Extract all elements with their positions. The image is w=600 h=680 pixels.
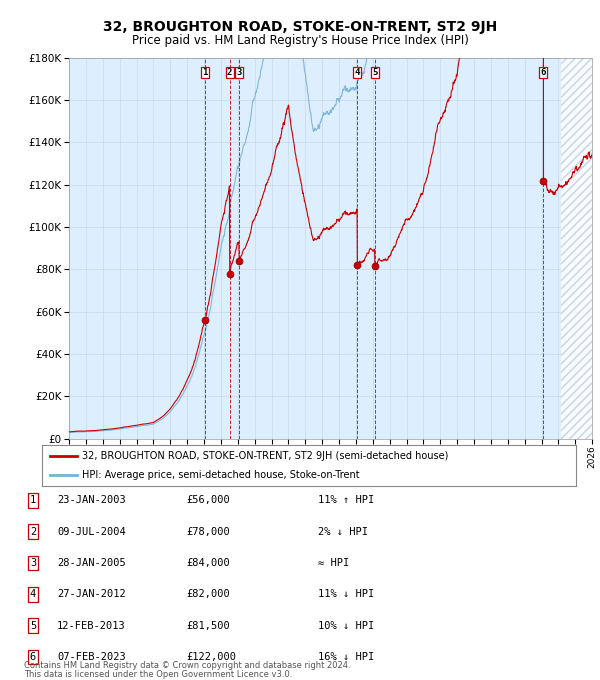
Text: 3: 3 <box>30 558 36 568</box>
Text: 07-FEB-2023: 07-FEB-2023 <box>57 652 126 662</box>
Text: Price paid vs. HM Land Registry's House Price Index (HPI): Price paid vs. HM Land Registry's House … <box>131 34 469 47</box>
Bar <box>562 58 600 439</box>
Text: 27-JAN-2012: 27-JAN-2012 <box>57 590 126 599</box>
Text: ≈ HPI: ≈ HPI <box>318 558 349 568</box>
Text: 4: 4 <box>30 590 36 599</box>
Text: 3: 3 <box>236 68 242 77</box>
Text: 32, BROUGHTON ROAD, STOKE-ON-TRENT, ST2 9JH: 32, BROUGHTON ROAD, STOKE-ON-TRENT, ST2 … <box>103 20 497 35</box>
Text: This data is licensed under the Open Government Licence v3.0.: This data is licensed under the Open Gov… <box>24 670 292 679</box>
Text: £84,000: £84,000 <box>186 558 230 568</box>
Text: £81,500: £81,500 <box>186 621 230 630</box>
Text: £82,000: £82,000 <box>186 590 230 599</box>
Bar <box>562 58 600 439</box>
Text: 2% ↓ HPI: 2% ↓ HPI <box>318 527 368 537</box>
Text: 4: 4 <box>355 68 360 77</box>
Text: £56,000: £56,000 <box>186 496 230 505</box>
Text: 5: 5 <box>30 621 36 630</box>
Text: 1: 1 <box>30 496 36 505</box>
Text: 11% ↑ HPI: 11% ↑ HPI <box>318 496 374 505</box>
Text: Contains HM Land Registry data © Crown copyright and database right 2024.: Contains HM Land Registry data © Crown c… <box>24 660 350 670</box>
Text: £122,000: £122,000 <box>186 652 236 662</box>
Text: 6: 6 <box>30 652 36 662</box>
Text: 5: 5 <box>372 68 377 77</box>
Text: 28-JAN-2005: 28-JAN-2005 <box>57 558 126 568</box>
Text: HPI: Average price, semi-detached house, Stoke-on-Trent: HPI: Average price, semi-detached house,… <box>82 470 359 480</box>
Text: 11% ↓ HPI: 11% ↓ HPI <box>318 590 374 599</box>
Text: 10% ↓ HPI: 10% ↓ HPI <box>318 621 374 630</box>
Text: 09-JUL-2004: 09-JUL-2004 <box>57 527 126 537</box>
Text: 6: 6 <box>541 68 546 77</box>
Text: 23-JAN-2003: 23-JAN-2003 <box>57 496 126 505</box>
Text: 1: 1 <box>202 68 208 77</box>
Text: 16% ↓ HPI: 16% ↓ HPI <box>318 652 374 662</box>
Text: 32, BROUGHTON ROAD, STOKE-ON-TRENT, ST2 9JH (semi-detached house): 32, BROUGHTON ROAD, STOKE-ON-TRENT, ST2 … <box>82 452 448 462</box>
Text: 2: 2 <box>227 68 232 77</box>
Text: 2: 2 <box>30 527 36 537</box>
Text: £78,000: £78,000 <box>186 527 230 537</box>
Text: 12-FEB-2013: 12-FEB-2013 <box>57 621 126 630</box>
